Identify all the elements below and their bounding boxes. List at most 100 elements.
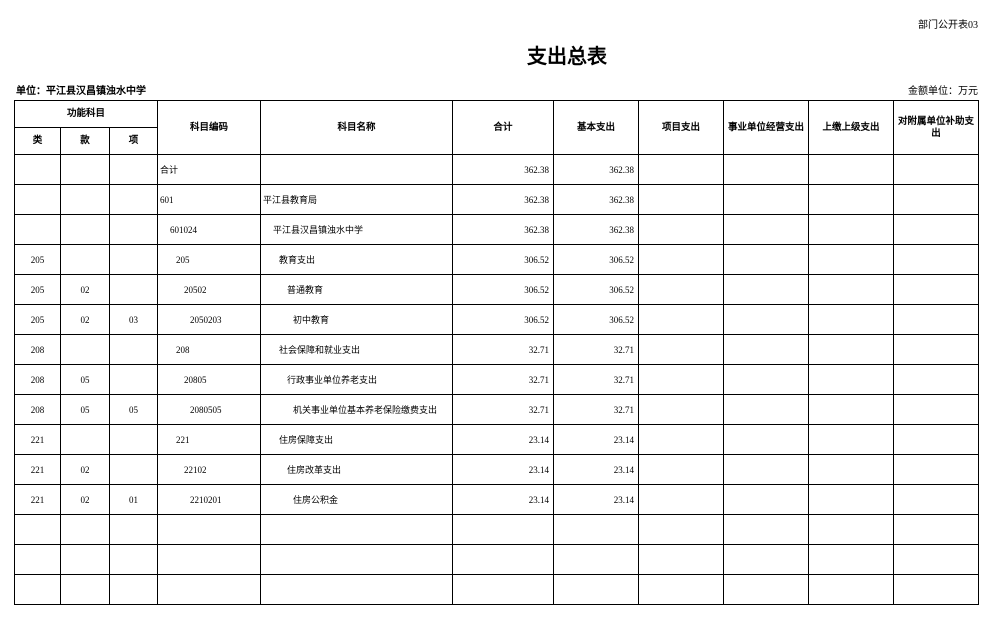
table-cell — [808, 574, 894, 605]
table-cell — [14, 544, 61, 575]
table-cell — [723, 334, 809, 365]
column-header: 基本支出 — [553, 100, 639, 155]
table-cell — [60, 214, 110, 245]
table-cell: 601 — [157, 184, 261, 215]
table-cell — [638, 454, 724, 485]
table-cell — [553, 544, 639, 575]
table-cell: 01 — [109, 484, 158, 515]
table-cell — [893, 184, 979, 215]
table-cell — [109, 364, 158, 395]
table-cell: 205 — [14, 244, 61, 275]
table-cell — [723, 274, 809, 305]
table-cell — [893, 304, 979, 335]
table-cell — [723, 574, 809, 605]
table-cell — [638, 394, 724, 425]
table-cell: 32.71 — [452, 334, 554, 365]
table-cell — [109, 544, 158, 575]
table-cell — [808, 184, 894, 215]
table-cell — [60, 244, 110, 275]
table-cell: 平江县汉昌镇浊水中学 — [260, 214, 453, 245]
column-header: 科目编码 — [157, 100, 261, 155]
table-cell: 住房公积金 — [260, 484, 453, 515]
table-row: 208 208 社会保障和就业支出 32.71 32.71 — [14, 334, 979, 365]
table-cell: 221 — [14, 424, 61, 455]
table-cell — [723, 484, 809, 515]
table-row: 205 02 20502 普通教育 306.52 306.52 — [14, 274, 979, 305]
table-cell — [808, 274, 894, 305]
table-cell — [808, 214, 894, 245]
empty-row — [14, 514, 979, 545]
table-cell — [808, 304, 894, 335]
table-cell: 住房保障支出 — [260, 424, 453, 455]
table-cell — [723, 364, 809, 395]
table-cell — [638, 574, 724, 605]
table-cell — [60, 574, 110, 605]
column-header: 合计 — [452, 100, 554, 155]
table-cell — [14, 214, 61, 245]
table-cell: 32.71 — [553, 334, 639, 365]
table-cell — [60, 424, 110, 455]
table-row: 合计 362.38 362.38 — [14, 154, 979, 185]
table-cell — [157, 544, 261, 575]
table-cell: 601024 — [157, 214, 261, 245]
table-cell: 普通教育 — [260, 274, 453, 305]
table-cell: 362.38 — [452, 154, 554, 185]
table-row: 205 205 教育支出 306.52 306.52 — [14, 244, 979, 275]
table-cell — [638, 334, 724, 365]
table-cell — [260, 544, 453, 575]
table-cell — [893, 394, 979, 425]
table-cell: 205 — [14, 274, 61, 305]
table-cell — [60, 514, 110, 545]
unit: 单位：平江县汉昌镇浊水中学 — [16, 86, 146, 97]
table-cell: 306.52 — [553, 244, 639, 275]
empty-row — [14, 544, 979, 575]
table-row: 221 02 22102 住房改革支出 23.14 23.14 — [14, 454, 979, 485]
table-cell — [723, 514, 809, 545]
table-cell — [893, 244, 979, 275]
table-cell — [893, 484, 979, 515]
table-cell — [893, 544, 979, 575]
table-cell: 32.71 — [553, 394, 639, 425]
table-cell — [14, 574, 61, 605]
table-cell — [60, 154, 110, 185]
table-cell: 208 — [14, 334, 61, 365]
table-cell: 初中教育 — [260, 304, 453, 335]
table-cell: 23.14 — [553, 454, 639, 485]
table-cell — [553, 514, 639, 545]
table-body: 合计 362.38 362.38 601 平江县教育局 362.38 362.38 60102… — [14, 154, 979, 605]
table-cell — [109, 454, 158, 485]
table-cell — [808, 454, 894, 485]
table-cell: 02 — [60, 304, 110, 335]
table-cell: 23.14 — [452, 424, 554, 455]
table-row: 601 平江县教育局 362.38 362.38 — [14, 184, 979, 215]
table-cell — [893, 424, 979, 455]
table-cell: 221 — [157, 424, 261, 455]
table-cell — [638, 214, 724, 245]
table-cell — [638, 514, 724, 545]
table-cell: 208 — [14, 394, 61, 425]
table-cell: 05 — [60, 364, 110, 395]
table-cell: 23.14 — [452, 484, 554, 515]
table-cell — [638, 154, 724, 185]
table-cell: 2050203 — [157, 304, 261, 335]
table-cell: 03 — [109, 304, 158, 335]
table-cell: 306.52 — [553, 304, 639, 335]
table-cell: 221 — [14, 454, 61, 485]
table-row: 208 05 05 2080505 机关事业单位基本养老保险缴费支出 32.71 32.71 — [14, 394, 979, 425]
table-cell — [60, 184, 110, 215]
table-cell — [14, 514, 61, 545]
table-cell: 02 — [60, 484, 110, 515]
table-cell — [14, 154, 61, 185]
table-cell — [808, 154, 894, 185]
table-header: 功能科目 科目编码 科目名称 合计 基本支出 项目支出 事业单位经营支出 上缴上… — [14, 100, 979, 155]
table-cell — [157, 514, 261, 545]
table-cell — [109, 184, 158, 215]
column-header: 上缴上级支出 — [808, 100, 894, 155]
table-cell — [808, 364, 894, 395]
table-cell — [808, 394, 894, 425]
table-cell: 208 — [14, 364, 61, 395]
table-cell — [638, 304, 724, 335]
table-cell — [109, 574, 158, 605]
table-cell: 社会保障和就业支出 — [260, 334, 453, 365]
